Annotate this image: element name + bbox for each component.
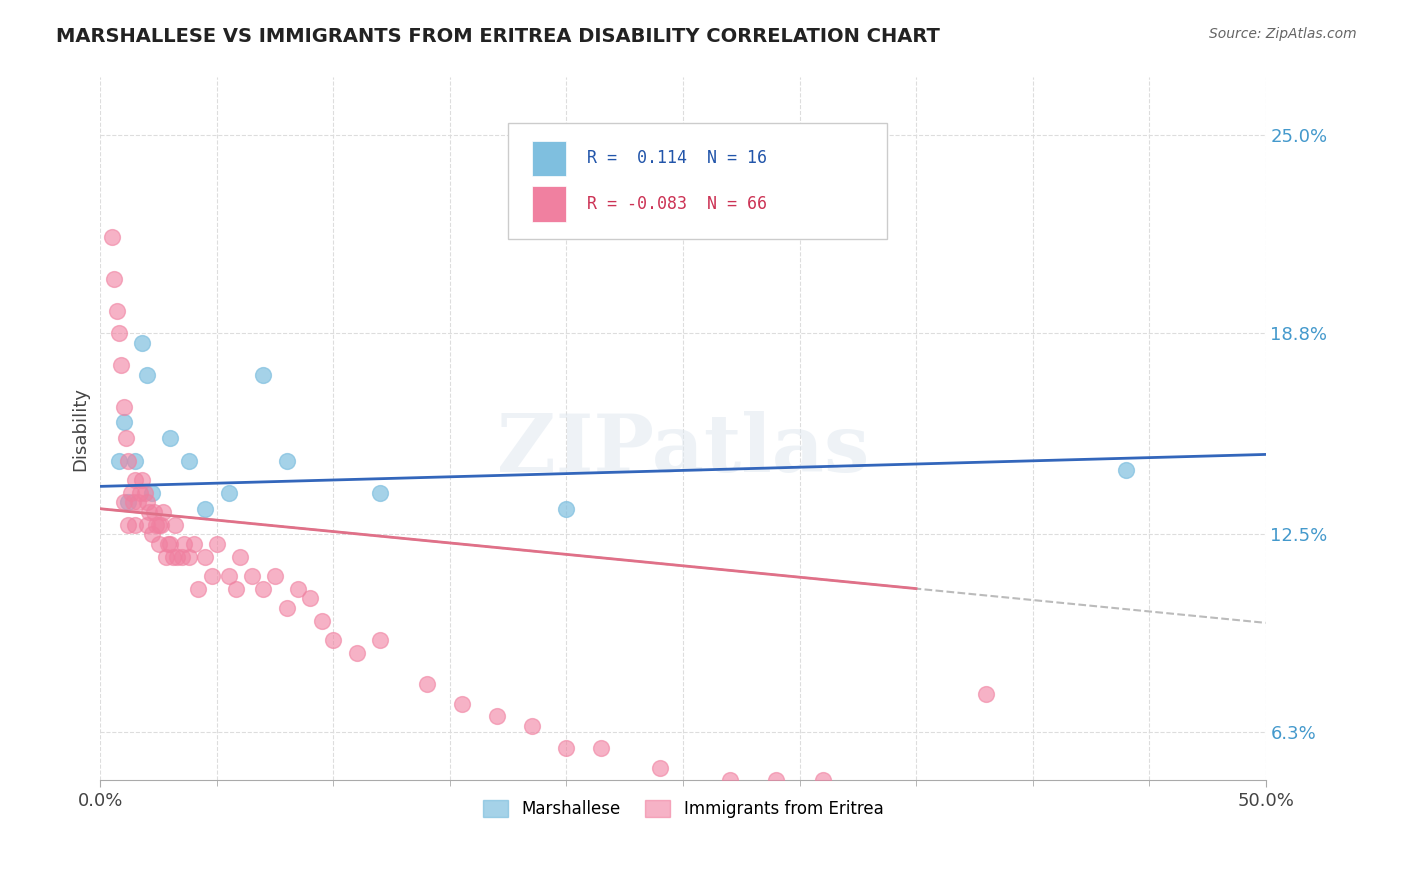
Point: [205, 537, 228, 551]
Point: [117, 495, 139, 509]
Point: [555, 501, 578, 516]
Point: [415, 677, 437, 691]
Point: [276, 600, 298, 615]
Point: [141, 485, 163, 500]
Point: [149, 517, 172, 532]
Point: [103, 271, 125, 285]
Y-axis label: Disability: Disability: [72, 387, 89, 471]
Point: [142, 505, 165, 519]
Point: [127, 495, 149, 509]
Point: [218, 485, 240, 500]
Point: [177, 454, 200, 468]
Point: [177, 549, 200, 564]
Point: [170, 549, 193, 564]
Point: [187, 582, 209, 596]
Point: [155, 549, 177, 564]
Point: [648, 760, 671, 774]
Point: [520, 719, 543, 733]
Point: [122, 495, 145, 509]
Point: [163, 517, 186, 532]
Point: [159, 432, 181, 446]
Point: [218, 569, 240, 583]
Point: [166, 549, 188, 564]
Bar: [531, 186, 567, 221]
Point: [136, 495, 159, 509]
Point: [264, 569, 287, 583]
Point: [591, 741, 613, 756]
Point: [194, 501, 217, 516]
Point: [765, 773, 787, 788]
Point: [136, 517, 159, 532]
Point: [136, 368, 159, 382]
Point: [124, 517, 146, 532]
Point: [555, 741, 578, 756]
Point: [112, 495, 135, 509]
Point: [485, 709, 508, 723]
Point: [148, 537, 170, 551]
Point: [450, 697, 472, 711]
Legend: Marshallese, Immigrants from Eritrea: Marshallese, Immigrants from Eritrea: [477, 793, 890, 825]
Point: [322, 632, 344, 647]
Point: [194, 549, 217, 564]
Point: [124, 473, 146, 487]
Point: [240, 569, 263, 583]
Point: [156, 537, 179, 551]
Point: [134, 485, 156, 500]
Point: [152, 505, 174, 519]
Point: [229, 549, 252, 564]
Text: Source: ZipAtlas.com: Source: ZipAtlas.com: [1209, 27, 1357, 41]
Point: [108, 454, 131, 468]
Point: [173, 537, 195, 551]
Point: [112, 400, 135, 414]
Point: [124, 454, 146, 468]
Point: [148, 517, 170, 532]
Point: [105, 303, 128, 318]
Point: [120, 485, 142, 500]
Point: [346, 646, 368, 660]
Point: [131, 473, 153, 487]
Point: [299, 591, 322, 606]
Point: [183, 537, 205, 551]
Point: [129, 485, 152, 500]
Point: [101, 230, 124, 244]
Point: [368, 632, 391, 647]
Point: [811, 773, 834, 788]
Point: [110, 358, 132, 372]
Point: [311, 614, 333, 628]
Point: [131, 335, 153, 350]
Point: [225, 582, 247, 596]
Point: [974, 687, 997, 701]
Text: MARSHALLESE VS IMMIGRANTS FROM ERITREA DISABILITY CORRELATION CHART: MARSHALLESE VS IMMIGRANTS FROM ERITREA D…: [56, 27, 941, 45]
Point: [162, 549, 184, 564]
Point: [117, 517, 139, 532]
Point: [117, 454, 139, 468]
Point: [108, 326, 131, 340]
Point: [115, 432, 138, 446]
Bar: [531, 141, 567, 176]
Point: [368, 485, 391, 500]
Text: ZIPatlas: ZIPatlas: [496, 411, 869, 489]
Point: [159, 537, 181, 551]
Point: [141, 527, 163, 541]
Point: [718, 773, 741, 788]
Point: [201, 569, 224, 583]
Text: R = -0.083  N = 66: R = -0.083 N = 66: [588, 195, 768, 213]
Point: [1115, 463, 1137, 477]
Point: [252, 582, 274, 596]
FancyBboxPatch shape: [508, 123, 887, 239]
Text: R =  0.114  N = 16: R = 0.114 N = 16: [588, 149, 768, 168]
Point: [112, 416, 135, 430]
Point: [145, 517, 167, 532]
Point: [138, 505, 160, 519]
Point: [276, 454, 298, 468]
Point: [252, 368, 274, 382]
Point: [287, 582, 309, 596]
